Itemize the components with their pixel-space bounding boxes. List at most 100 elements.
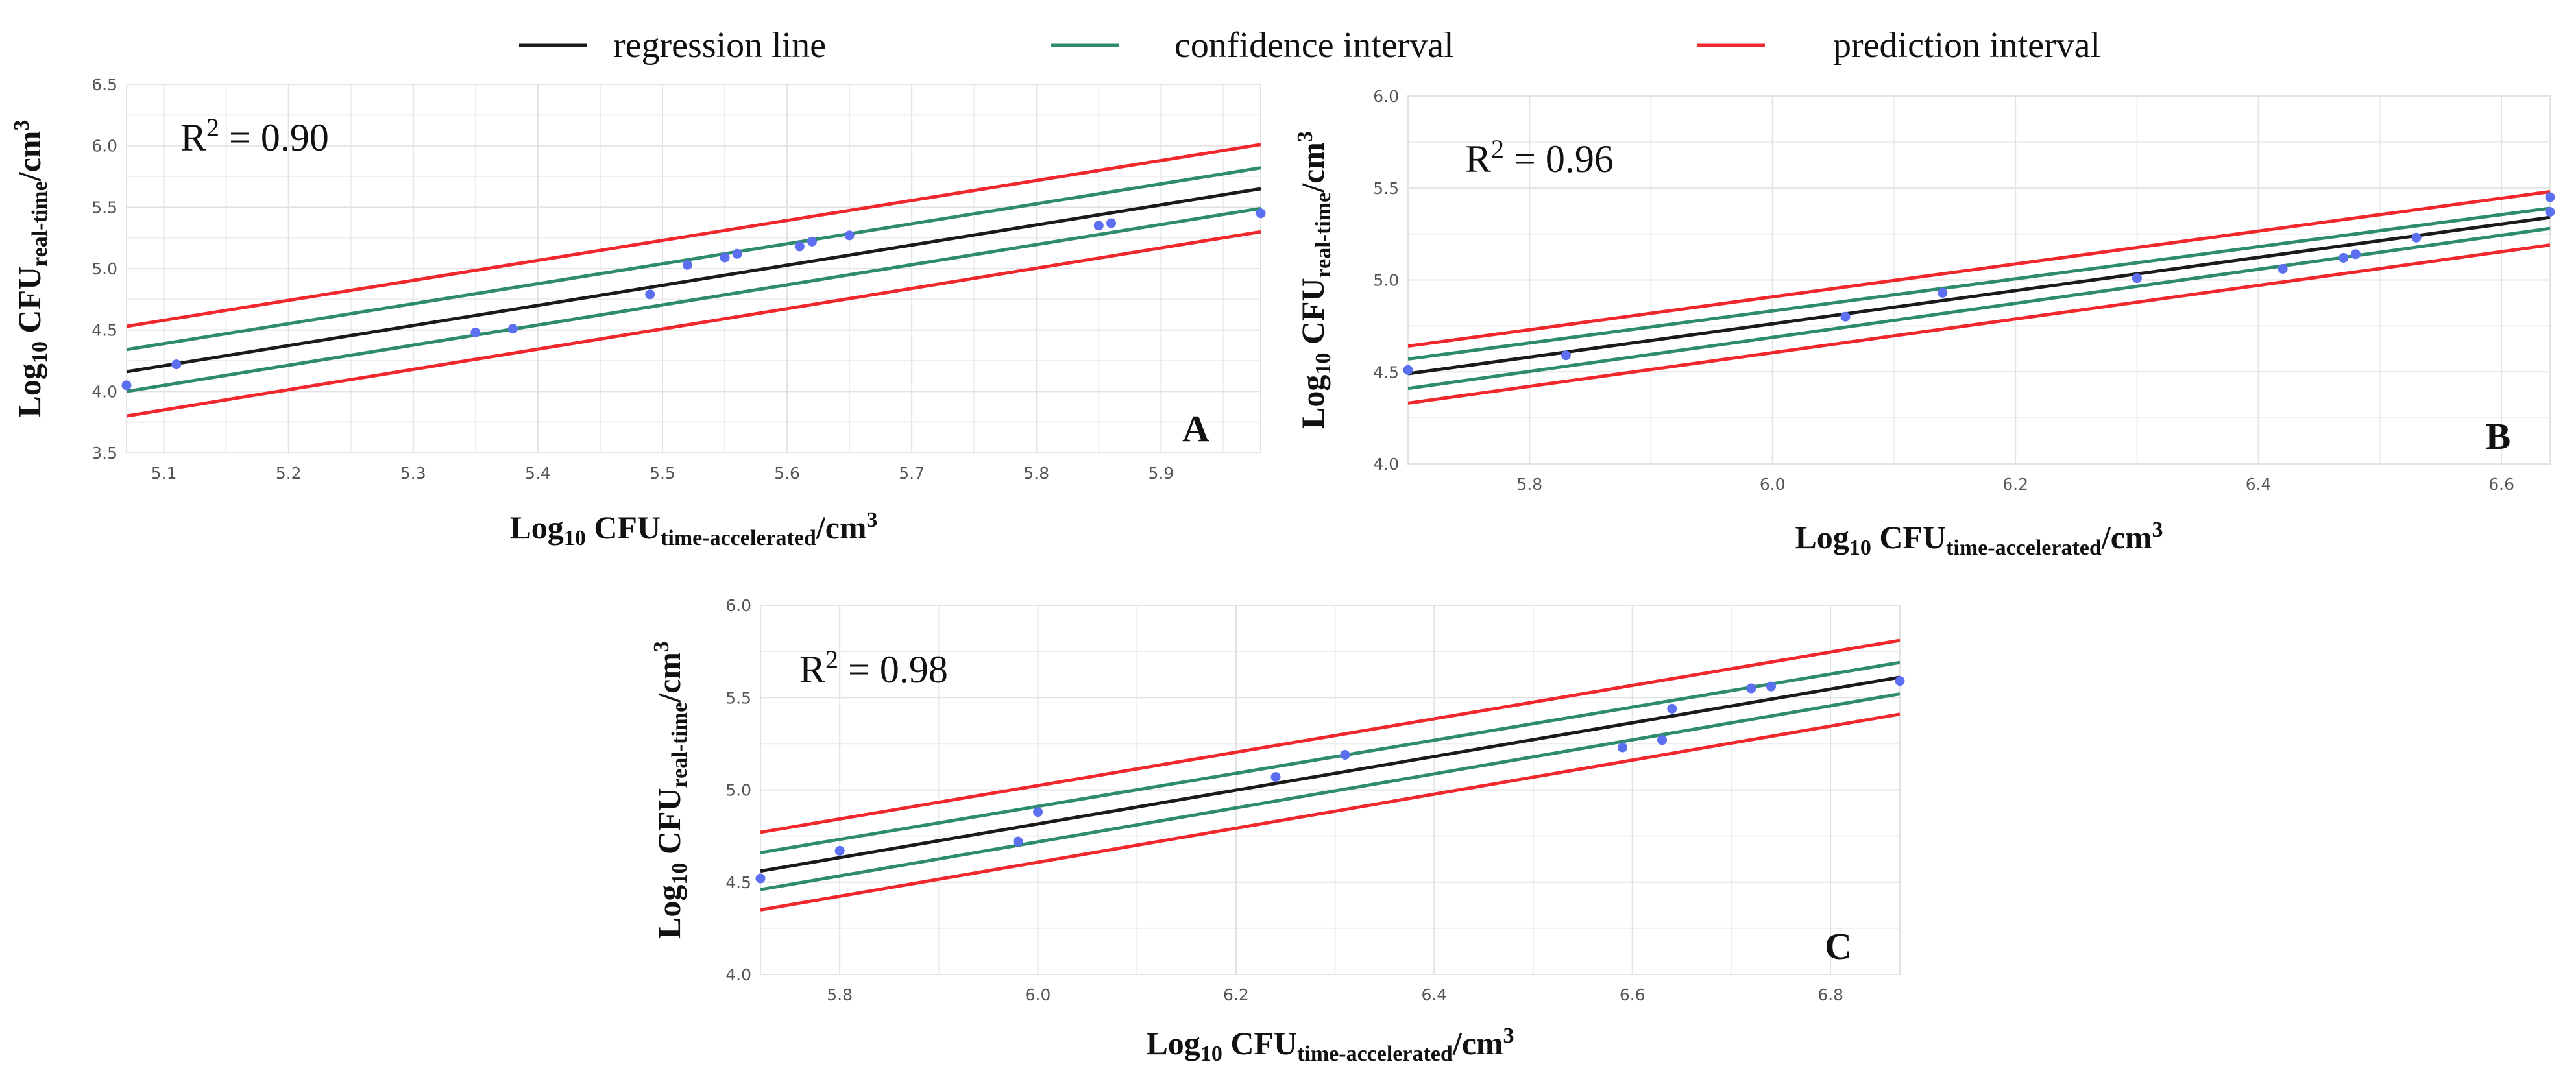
panel-c-r-squared-base: R [799, 648, 825, 691]
panel-c-x-axis-title-log-base: 10 [1200, 1042, 1222, 1066]
panel-c-y-axis-title-unit: /cm [651, 652, 687, 703]
panel-c-data-point-7 [1657, 735, 1668, 745]
panel-a-r-squared: R2 = 0.90 [180, 113, 329, 159]
panel-b-ytick-label-4: 6.0 [1373, 87, 1399, 106]
panel-c-y-axis-title-log-base: 10 [668, 863, 692, 885]
panel-a-regression-line [127, 187, 1261, 374]
panel-a-ytick-label-6: 6.5 [91, 75, 117, 94]
panel-c-ytick-label-0: 4.0 [725, 965, 751, 984]
panel-a-y-axis-title-subscript: real-time [28, 181, 52, 267]
panel-a-y-axis-title-log: Log [11, 363, 47, 417]
panel-a-ytick-label-1: 4.0 [91, 382, 117, 401]
panel-a-y-axis-title-cfu: CFU [11, 267, 47, 341]
panel-b-y-axis-title-log: Log [1294, 375, 1331, 429]
panel-b: 5.8 6.0 6.2 6.4 6.6 4.0 4.5 5.0 5.5 6.0 R2 = 0.96 B… [1293, 87, 2555, 560]
panel-a-data-point-9 [807, 236, 817, 247]
chart-panels: 5.1 5.2 5.3 5.4 5.5 5.6 5.7 5.8 5.93.54.04.55.05… [10, 75, 2555, 1066]
panel-a-ytick-label-4: 5.5 [91, 198, 117, 217]
panel-a-x-axis-title: Log10 CFUtime-accelerated/cm3 [509, 508, 877, 550]
panel-a-y-axis-title-unit: /cm [11, 131, 47, 182]
panel-a-data-point-10 [844, 230, 855, 241]
panel-c-xtick-label-4: 6.6 [1620, 985, 1646, 1004]
panel-c-data-point-2 [1013, 836, 1023, 847]
panel-a-data-point-3 [507, 324, 518, 334]
panel-a-prediction-upper-line [127, 143, 1261, 328]
panel-a-data-point-2 [470, 327, 481, 337]
panel-a-data-point-0 [121, 380, 132, 391]
panel-b-y-axis-title-unit: /cm [1294, 142, 1331, 193]
panel-b-xtick-label-3: 6.4 [2246, 475, 2272, 494]
panel-c-x-axis-title-unit: /cm [1452, 1025, 1503, 1061]
panel-c-x-axis-title-cfu: CFU [1222, 1025, 1297, 1061]
panel-c-data-point-5 [1340, 749, 1350, 760]
panel-b-confidence-upper-line [1408, 206, 2550, 361]
panel-c-data-point-4 [1270, 772, 1281, 782]
panel-b-x-axis-title: Log10 CFUtime-accelerated/cm3 [1795, 518, 2163, 560]
panel-a-xtick-label-0: 5.1 [151, 464, 177, 483]
panel-c-x-axis-title-log: Log [1146, 1025, 1200, 1061]
panel-c-prediction-lower-line [760, 712, 1900, 912]
panel-b-y-axis-title-log-base: 10 [1311, 353, 1335, 375]
panel-b-data-point-9 [2545, 207, 2555, 217]
panel-c-ytick-label-4: 6.0 [725, 596, 751, 615]
panel-c-ytick-label-2: 5.0 [725, 781, 751, 800]
panel-a-data-point-1 [171, 359, 182, 370]
panel-b-prediction-lower-line [1408, 243, 2550, 405]
panel-a: 5.1 5.2 5.3 5.4 5.5 5.6 5.7 5.8 5.9 3.5 4.0 4.5 5.0 5… [10, 75, 1266, 550]
panel-a-data-point-13 [1256, 208, 1266, 219]
panel-b-data-point-0 [1403, 365, 1413, 375]
legend-label-prediction: prediction interval [1833, 25, 2100, 66]
panel-c-y-axis-title-log: Log [651, 885, 687, 939]
panel-b-data-point-10 [2545, 192, 2555, 202]
panel-b-ytick-label-0: 4.0 [1373, 455, 1399, 474]
panel-b-ytick-label-1: 4.5 [1373, 363, 1399, 381]
panel-b-r-squared-value: = 0.96 [1504, 138, 1614, 180]
panel-a-plot-area [127, 143, 1261, 418]
panel-b-xtick-label-0: 5.8 [1516, 475, 1542, 494]
panel-a-xtick-label-2: 5.3 [400, 464, 426, 483]
panel-a-xtick-label-5: 5.6 [774, 464, 800, 483]
panel-c-data-point-6 [1617, 742, 1627, 753]
panel-b-y-axis-title-cfu: CFU [1294, 278, 1331, 352]
panel-a-y-axis-title-log-base: 10 [28, 341, 52, 363]
panel-c-xtick-label-2: 6.2 [1223, 985, 1249, 1004]
panel-b-frame [1407, 95, 2551, 465]
panel-b-r-squared: R2 = 0.96 [1465, 134, 1614, 180]
panel-b-ytick-label-3: 5.5 [1373, 179, 1399, 198]
legend-label-regression: regression line [613, 25, 826, 66]
panel-c-y-axis-title-unit-exponent: 3 [650, 641, 674, 652]
panel-c-regression-line [760, 675, 1900, 873]
panel-a-data-point-8 [794, 241, 805, 252]
panel-b-prediction-upper-line [1408, 189, 2550, 348]
panel-c-r-squared: R2 = 0.98 [799, 645, 948, 691]
panel-c-ytick-label-3: 5.5 [725, 688, 751, 707]
panel-b-plot-area [1408, 189, 2550, 405]
panel-c-y-axis-title-subscript: real-time [668, 703, 692, 788]
panel-c-ytick-label-1: 4.5 [725, 873, 751, 892]
panel-b-xtick-label-2: 6.2 [2002, 475, 2028, 494]
panel-c-letter: C [1825, 925, 1852, 967]
panel-b-regression-line [1408, 215, 2550, 376]
legend: regression line confidence interval predic… [519, 25, 2100, 66]
panel-a-r-squared-value: = 0.90 [219, 116, 329, 159]
panel-a-data-point-5 [682, 260, 692, 270]
panel-c-xtick-label-1: 6.0 [1025, 985, 1051, 1004]
panel-a-ytick-label-2: 4.5 [91, 321, 117, 340]
panel-c-frame [760, 605, 1901, 975]
panel-b-x-axis-title-unit-exponent: 3 [2152, 518, 2163, 542]
panel-a-data-point-12 [1106, 218, 1116, 228]
panel-b-data-point-7 [2350, 249, 2361, 260]
panel-c-xtick-label-5: 6.8 [1817, 985, 1843, 1004]
panel-c-data-point-1 [834, 845, 845, 856]
panel-a-x-axis-title-unit: /cm [816, 509, 867, 546]
panel-b-r-squared-exponent: 2 [1491, 134, 1504, 163]
panel-a-x-axis-title-log-base: 10 [564, 526, 586, 550]
panel-b-data-point-3 [1938, 287, 1948, 298]
panel-a-confidence-lower-line [127, 206, 1261, 393]
panel-c-x-axis-title-unit-exponent: 3 [1503, 1024, 1514, 1048]
panel-c-plot-area [760, 638, 1900, 912]
panel-a-xtick-label-3: 5.4 [525, 464, 551, 483]
panel-a-x-axis-title-cfu: CFU [586, 509, 661, 546]
panel-a-x-axis-title-subscript: time-accelerated [661, 526, 816, 550]
